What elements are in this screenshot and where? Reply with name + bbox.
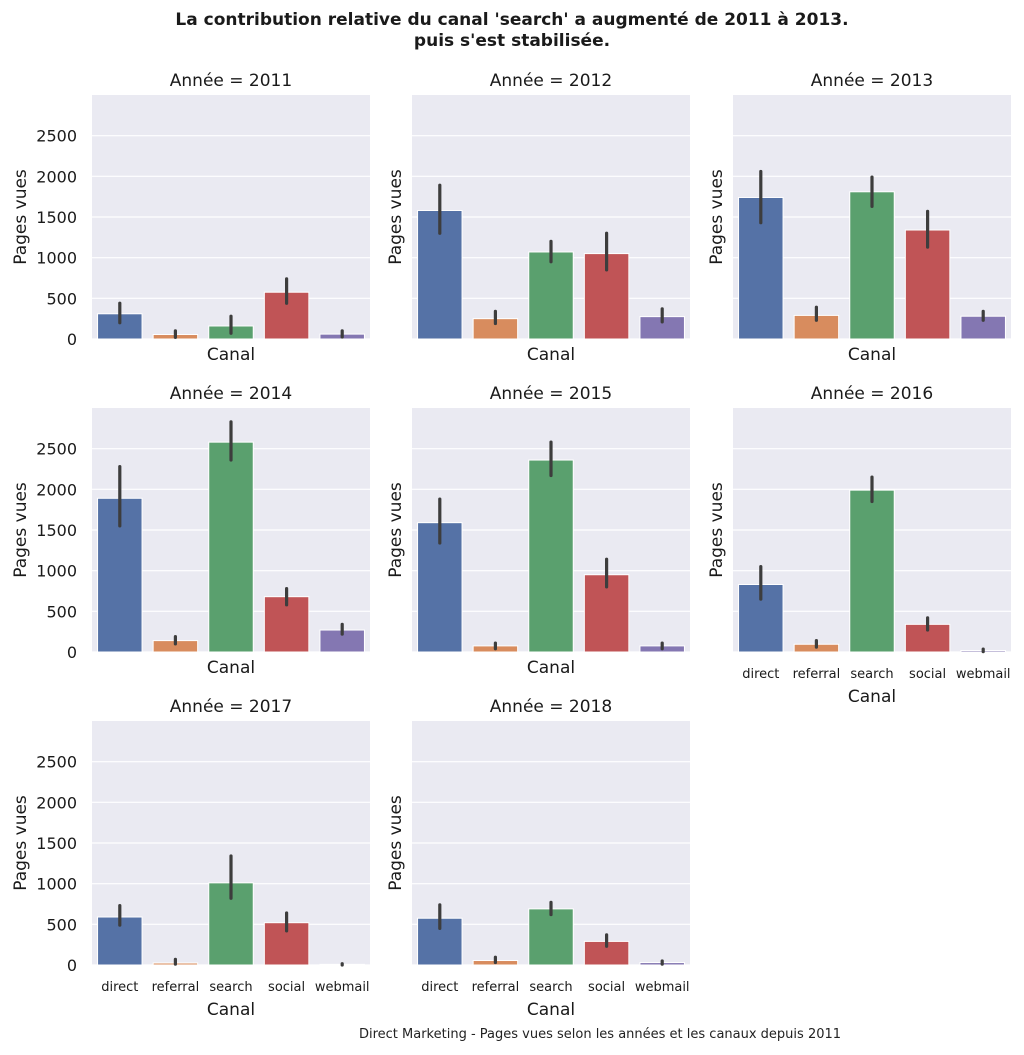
x-tick-label: webmail [315,980,370,995]
y-tick-label: 500 [46,915,77,934]
x-tick-label: webmail [635,980,690,995]
bar-search [528,251,574,340]
y-tick-label: 0 [67,330,77,349]
y-axis-label: Pages vues [386,795,406,891]
y-tick-label: 2500 [36,440,77,459]
x-tick-label: social [588,980,625,995]
y-tick-label: 0 [67,643,77,662]
y-tick-label: 500 [46,289,77,308]
x-tick-label: search [850,667,893,682]
y-axis-label: Pages vues [11,482,31,578]
x-axis-label: Canal [527,1000,575,1020]
chart-caption: Direct Marketing - Pages vues selon les … [358,1027,842,1042]
chart-subtitle: puis s'est stabilisée. [413,31,611,51]
y-tick-label: 1000 [36,562,77,581]
x-axis-label: Canal [207,658,255,678]
bar-direct [97,497,143,653]
y-tick-label: 1000 [36,875,77,894]
x-tick-label: referral [793,667,841,682]
y-tick-label: 1000 [36,249,77,268]
x-tick-label: direct [101,980,138,995]
x-tick-label: webmail [956,667,1011,682]
x-tick-label: social [909,667,946,682]
y-tick-label: 0 [67,956,77,975]
facet-title: Année = 2016 [811,384,933,404]
x-tick-label: referral [472,980,520,995]
y-tick-label: 1500 [36,208,77,227]
y-axis-label: Pages vues [386,169,406,265]
y-axis-label: Pages vues [11,169,31,265]
facet-title: Année = 2013 [811,71,933,91]
y-axis-label: Pages vues [386,482,406,578]
x-tick-label: referral [152,980,200,995]
facet-title: Année = 2018 [490,697,612,717]
x-axis-label: Canal [527,658,575,678]
y-tick-label: 2000 [36,793,77,812]
y-tick-label: 2000 [36,480,77,499]
x-tick-label: direct [421,980,458,995]
x-tick-label: search [209,980,252,995]
x-axis-label: Canal [848,687,896,707]
y-axis-label: Pages vues [707,482,727,578]
x-tick-label: search [529,980,572,995]
y-tick-label: 2500 [36,753,77,772]
x-tick-label: social [268,980,305,995]
y-tick-label: 2000 [36,167,77,186]
x-axis-label: Canal [207,345,255,365]
bar-search [528,459,574,653]
x-axis-label: Canal [527,345,575,365]
x-tick-label: direct [742,667,779,682]
facet-title: Année = 2015 [490,384,612,404]
y-tick-label: 1500 [36,521,77,540]
facet-title: Année = 2011 [170,71,292,91]
chart-title: La contribution relative du canal 'searc… [175,10,849,30]
facet-title: Année = 2012 [490,71,612,91]
y-tick-label: 500 [46,602,77,621]
bar-search [849,489,895,653]
bar-search [208,441,254,653]
y-tick-label: 1500 [36,834,77,853]
y-axis-label: Pages vues [707,169,727,265]
x-axis-label: Canal [207,1000,255,1020]
bar-search [528,908,574,966]
bar-search [849,191,895,340]
x-axis-label: Canal [848,345,896,365]
facet-title: Année = 2014 [170,384,292,404]
facet-title: Année = 2017 [170,697,292,717]
y-tick-label: 2500 [36,127,77,146]
y-axis-label: Pages vues [11,795,31,891]
